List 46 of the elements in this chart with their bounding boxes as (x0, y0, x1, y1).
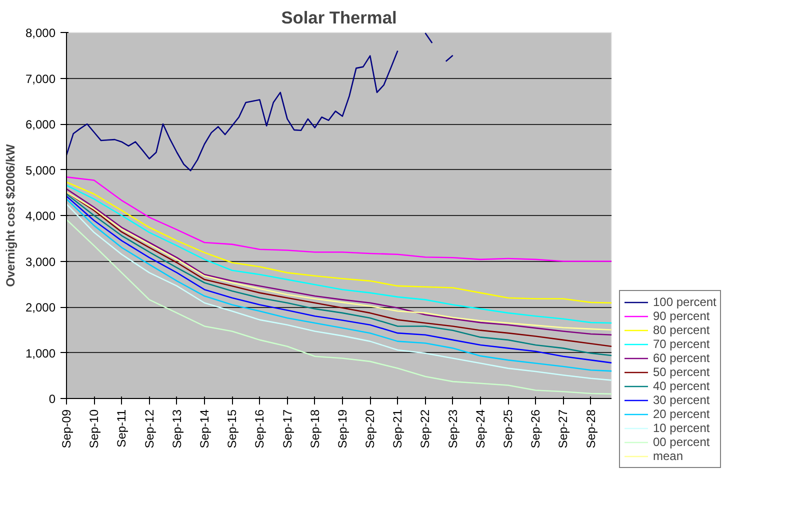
y-axis-title: Overnight cost $2006/kW (3, 143, 18, 287)
x-tick-label: Sep-24 (473, 409, 488, 448)
legend-label: 30 percent (653, 393, 711, 407)
x-tick-label: Sep-20 (363, 409, 378, 448)
y-tick-label: 5,000 (25, 163, 56, 178)
x-tick-label: Sep-23 (446, 409, 460, 448)
x-tick-label: Sep-12 (142, 409, 156, 448)
y-tick-label: 1,000 (25, 346, 56, 360)
chart-title: Solar Thermal (281, 8, 397, 28)
x-tick-label: Sep-10 (87, 409, 102, 448)
x-tick-label: Sep-18 (308, 409, 322, 448)
x-tick-label: Sep-11 (114, 409, 129, 448)
x-tick-label: Sep-17 (280, 409, 294, 448)
y-tick-label: 3,000 (25, 254, 56, 269)
x-tick-label: Sep-13 (170, 409, 184, 448)
legend-label: 90 percent (653, 309, 711, 323)
y-tick-label: 6,000 (25, 118, 56, 132)
legend-label: 10 percent (653, 421, 711, 435)
legend-label: 20 percent (653, 407, 711, 421)
legend-label: 100 percent (653, 295, 716, 309)
legend-label: 00 percent (653, 435, 711, 449)
line-series (66, 181, 612, 304)
x-tick-label: Sep-27 (556, 409, 570, 448)
x-tick-label: Sep-19 (335, 409, 350, 448)
x-tick-label: Sep-26 (528, 409, 543, 448)
y-tick-label: 4,000 (25, 209, 56, 223)
x-tick-label: Sep-14 (197, 409, 212, 448)
x-tick-label: Sep-15 (225, 409, 240, 448)
x-tick-label: Sep-09 (60, 409, 74, 448)
y-tick-label: 8,000 (25, 26, 56, 40)
legend-label: mean (653, 449, 684, 463)
y-tick-label: 7,000 (25, 72, 56, 86)
legend-label: 50 percent (653, 365, 711, 379)
x-tick-label: Sep-25 (501, 409, 516, 448)
legend-label: 60 percent (653, 351, 711, 365)
legend-label: 70 percent (653, 337, 711, 351)
x-tick-label: Sep-21 (390, 409, 405, 448)
line-series (66, 176, 612, 262)
y-tick-label: 2,000 (25, 300, 56, 314)
x-tick-label: Sep-22 (418, 409, 432, 448)
y-tick-label: 0 (48, 392, 56, 406)
x-tick-label: Sep-16 (252, 409, 267, 448)
x-tick-label: Sep-28 (584, 409, 598, 448)
line-series (66, 218, 612, 395)
legend-label: 40 percent (653, 379, 711, 393)
legend-label: 80 percent (653, 323, 711, 337)
